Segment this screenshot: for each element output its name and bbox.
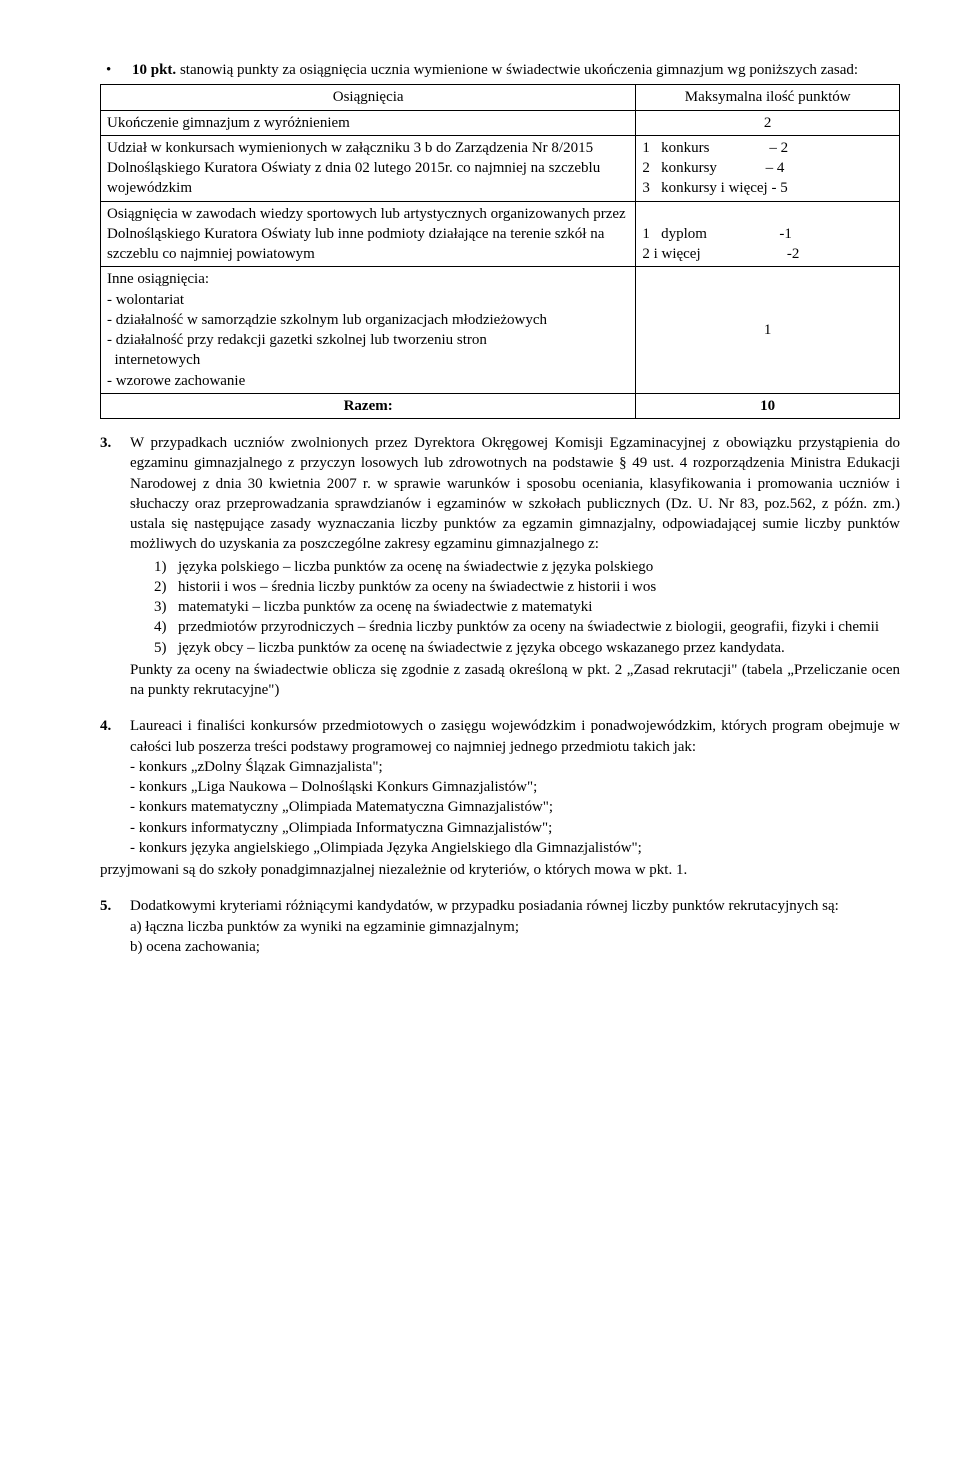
pt-line: 2 i więcej -2 bbox=[642, 244, 893, 264]
pt-line: 2 konkursy – 4 bbox=[642, 158, 893, 178]
table-row: Inne osiągnięcia: - wolontariat - działa… bbox=[101, 267, 900, 394]
bullet-text: 10 pkt. stanowią punkty za osiągnięcia u… bbox=[132, 60, 900, 80]
para-body: W przypadkach uczniów zwolnionych przez … bbox=[130, 433, 900, 555]
list-item: 2)historii i wos – średnia liczby punktó… bbox=[154, 577, 900, 597]
list-item: - konkurs języka angielskiego „Olimpiada… bbox=[130, 838, 900, 858]
table-header-row: Osiągnięcia Maksymalna ilość punktów bbox=[101, 85, 900, 110]
para-number: 4. bbox=[100, 716, 130, 757]
cell-right: 1 bbox=[636, 267, 900, 394]
p3-after: Punkty za oceny na świadectwie oblicza s… bbox=[130, 660, 900, 701]
list-item: 3)matematyki – liczba punktów za ocenę n… bbox=[154, 597, 900, 617]
list-item: - konkurs informatyczny „Olimpiada Infor… bbox=[130, 818, 900, 838]
para-body: Dodatkowymi kryteriami różniącymi kandyd… bbox=[130, 896, 900, 916]
cell-right: 2 bbox=[636, 110, 900, 135]
para-body: Laureaci i finaliści konkursów przedmiot… bbox=[130, 716, 900, 757]
achievements-table: Osiągnięcia Maksymalna ilość punktów Uko… bbox=[100, 84, 900, 419]
p4-dashes: - konkurs „zDolny Ślązak Gimnazjalista";… bbox=[130, 757, 900, 858]
table-row-razem: Razem: 10 bbox=[101, 393, 900, 418]
cell-left: Inne osiągnięcia: - wolontariat - działa… bbox=[101, 267, 636, 394]
para-number: 5. bbox=[100, 896, 130, 916]
cell-right: 1 dyplom -2-1 2 i więcej -2 bbox=[636, 201, 900, 267]
para-number: 3. bbox=[100, 433, 130, 555]
razem-value: 10 bbox=[636, 393, 900, 418]
pt-line: 1 dyplom -2-1 bbox=[642, 224, 893, 244]
list-item: - konkurs „Liga Naukowa – Dolnośląski Ko… bbox=[130, 777, 900, 797]
p5-letters: a) łączna liczba punktów za wyniki na eg… bbox=[130, 917, 900, 958]
list-item: - konkurs matematyczny „Olimpiada Matema… bbox=[130, 797, 900, 817]
cell-right: 1 konkurs – 2 2 konkursy – 4 3 konkursy … bbox=[636, 135, 900, 201]
list-item: 4)przedmiotów przyrodniczych – średnia l… bbox=[154, 617, 900, 637]
bullet-10pkt: • 10 pkt. stanowią punkty za osiągnięcia… bbox=[100, 60, 900, 80]
list-item: a) łączna liczba punktów za wyniki na eg… bbox=[130, 917, 900, 937]
p3-sublist: 1)języka polskiego – liczba punktów za o… bbox=[154, 557, 900, 658]
p4-after: przyjmowani są do szkoły ponadgimnazjaln… bbox=[100, 860, 900, 880]
paragraph-4: 4. Laureaci i finaliści konkursów przedm… bbox=[100, 716, 900, 757]
pt-line: 1 konkurs – 2 bbox=[642, 138, 893, 158]
list-item: 5)język obcy – liczba punktów za ocenę n… bbox=[154, 638, 900, 658]
table-row: Udział w konkursach wymienionych w załąc… bbox=[101, 135, 900, 201]
razem-label: Razem: bbox=[101, 393, 636, 418]
bullet-rest: stanowią punkty za osiągnięcia ucznia wy… bbox=[176, 62, 858, 78]
list-item: - konkurs „zDolny Ślązak Gimnazjalista"; bbox=[130, 757, 900, 777]
bullet-lead: 10 pkt. bbox=[132, 62, 176, 78]
table-row: Osiągnięcia w zawodach wiedzy sportowych… bbox=[101, 201, 900, 267]
paragraph-3: 3. W przypadkach uczniów zwolnionych prz… bbox=[100, 433, 900, 555]
cell-left: Osiągnięcia w zawodach wiedzy sportowych… bbox=[101, 201, 636, 267]
hdr-osiagniecia: Osiągnięcia bbox=[101, 85, 636, 110]
list-item: b) ocena zachowania; bbox=[130, 937, 900, 957]
bullet-marker: • bbox=[100, 60, 132, 80]
cell-left: Udział w konkursach wymienionych w załąc… bbox=[101, 135, 636, 201]
table-row: Ukończenie gimnazjum z wyróżnieniem 2 bbox=[101, 110, 900, 135]
list-item: 1)języka polskiego – liczba punktów za o… bbox=[154, 557, 900, 577]
pt-line: 3 konkursy i więcej - 5 bbox=[642, 178, 893, 198]
hdr-max-punktow: Maksymalna ilość punktów bbox=[636, 85, 900, 110]
paragraph-5: 5. Dodatkowymi kryteriami różniącymi kan… bbox=[100, 896, 900, 916]
cell-left: Ukończenie gimnazjum z wyróżnieniem bbox=[101, 110, 636, 135]
